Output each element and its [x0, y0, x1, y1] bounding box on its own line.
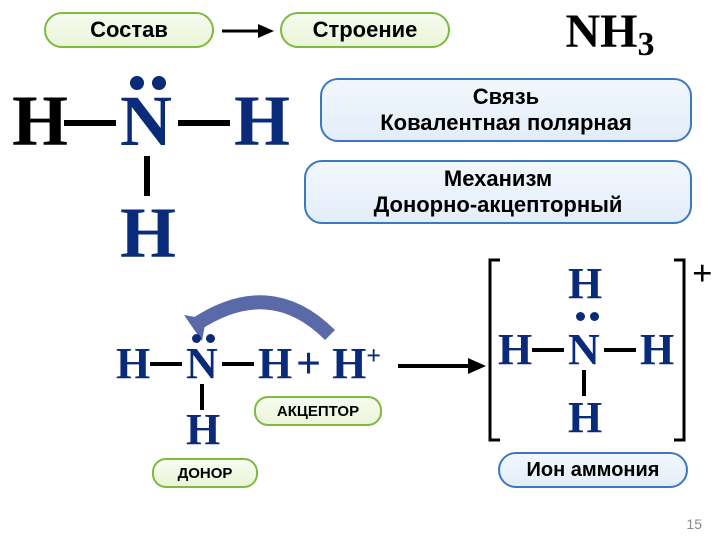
- mech-text: Донорно-акцепторный: [374, 192, 623, 218]
- structure-label: Строение: [313, 17, 418, 43]
- bond-nh-right: [178, 120, 230, 126]
- charge-plus: +: [692, 252, 713, 294]
- acceptor-label: АКЦЕПТОР: [277, 403, 359, 420]
- composition-label: Состав: [90, 17, 168, 43]
- prod-dot-1: [576, 312, 585, 321]
- bracket-left-icon: [488, 258, 502, 442]
- donor-h-right: H: [258, 338, 292, 389]
- acceptor-pill: АКЦЕПТОР: [254, 396, 382, 426]
- bracket-right-icon: [672, 258, 686, 442]
- lone-pair-dot-2: [152, 76, 166, 90]
- bond-pill: Связь Ковалентная полярная: [320, 78, 692, 142]
- formula-sub: 3: [638, 26, 655, 63]
- composition-pill: Состав: [44, 12, 214, 48]
- atom-n-big: N: [120, 80, 172, 163]
- donor-pill: ДОНОР: [152, 458, 258, 488]
- plus-sup: +: [366, 341, 381, 370]
- formula-main: NH: [566, 5, 638, 58]
- mech-title: Механизм: [444, 166, 552, 192]
- arrow-left-icon: [222, 22, 274, 40]
- lone-pair-dot-1: [130, 76, 144, 90]
- structure-pill: Строение: [280, 12, 450, 48]
- plus-h-plus: + H+: [296, 338, 381, 389]
- formula-nh3: NH3: [530, 4, 690, 60]
- donor-dot-2: [206, 334, 215, 343]
- donor-h-bottom: H: [186, 404, 220, 455]
- prod-bond-right: [604, 348, 636, 352]
- plus-h-text: + H: [296, 339, 366, 388]
- bond-text: Ковалентная полярная: [380, 110, 632, 136]
- bond-hn-left: [64, 120, 116, 126]
- bond-title: Связь: [473, 84, 539, 110]
- atom-h-bottom: H: [120, 192, 176, 275]
- prod-h-left: H: [498, 324, 532, 375]
- reaction-arrow-icon: [398, 356, 486, 376]
- prod-h-bottom: H: [568, 392, 602, 443]
- donor-bond-left: [150, 362, 182, 366]
- prod-dot-2: [590, 312, 599, 321]
- ion-label: Ион аммония: [527, 459, 660, 482]
- donor-bond-right: [222, 362, 254, 366]
- donor-dot-1: [192, 334, 201, 343]
- atom-h-right: H: [234, 80, 290, 163]
- ion-pill: Ион аммония: [498, 452, 688, 488]
- donor-label: ДОНОР: [178, 465, 233, 482]
- page-number: 15: [686, 516, 702, 532]
- mechanism-pill: Механизм Донорно-акцепторный: [304, 160, 692, 224]
- prod-n: N: [568, 324, 600, 375]
- prod-h-right: H: [640, 324, 674, 375]
- prod-bond-left: [532, 348, 564, 352]
- donor-n: N: [186, 338, 218, 389]
- bond-nh-down: [144, 156, 150, 196]
- donor-h-left: H: [116, 338, 150, 389]
- atom-h-left: H: [12, 80, 68, 163]
- prod-h-top: H: [568, 258, 602, 309]
